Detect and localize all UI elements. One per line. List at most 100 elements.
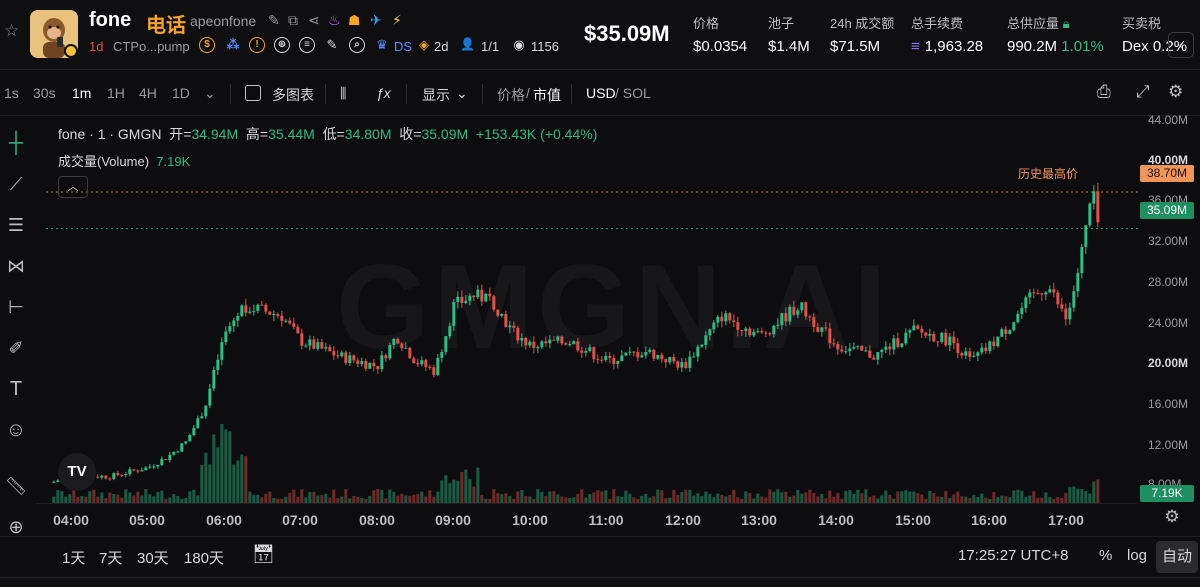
people-icon[interactable]: ☗ bbox=[348, 12, 361, 28]
tradingview-logo[interactable]: TV bbox=[58, 453, 96, 491]
list-icon[interactable]: ≡ bbox=[299, 37, 315, 53]
volume-bar bbox=[564, 497, 568, 503]
candle-body bbox=[268, 311, 272, 315]
auto-scale-toggle[interactable]: 自动 bbox=[1156, 541, 1198, 573]
volume-bar bbox=[672, 489, 676, 503]
volume-bar bbox=[656, 489, 660, 503]
mcap-toggle[interactable]: 市值 bbox=[533, 87, 561, 103]
ruler-icon[interactable]: 📏︎ bbox=[4, 476, 28, 496]
date-range-calendar-icon[interactable]: 📅︎ bbox=[252, 544, 275, 564]
volume-bar bbox=[752, 498, 756, 503]
interval-1d[interactable]: 1D bbox=[172, 85, 190, 101]
dollar-risk-icon[interactable]: $ bbox=[199, 37, 215, 53]
interval-1s[interactable]: 1s bbox=[4, 85, 19, 101]
settings-gear-icon[interactable]: ⚙ bbox=[1168, 82, 1184, 101]
volume-bar bbox=[304, 497, 308, 503]
display-menu[interactable]: 显示 bbox=[422, 87, 450, 103]
twitter-edit-icon[interactable]: ✎ bbox=[326, 37, 338, 52]
brush-icon[interactable]: ✐ bbox=[8, 338, 24, 358]
emoji-icon[interactable]: ☺ bbox=[5, 419, 27, 441]
telegram-icon[interactable]: ✈ bbox=[370, 12, 382, 28]
prediction-icon[interactable]: ⊢ bbox=[8, 297, 24, 317]
volume-bar bbox=[548, 491, 552, 503]
indicators-fx-icon[interactable]: ƒx bbox=[376, 85, 391, 101]
currency-sol[interactable]: / SOL bbox=[615, 85, 651, 101]
interval-4h[interactable]: 4H bbox=[139, 85, 157, 101]
candle-type-icon[interactable]: ⫼ bbox=[340, 85, 347, 101]
time-tick: 09:00 bbox=[435, 512, 471, 528]
copy-icon[interactable]: ⧉ bbox=[288, 12, 298, 28]
candle-body bbox=[1072, 291, 1076, 308]
candle-body bbox=[304, 345, 308, 347]
candle-body bbox=[676, 361, 680, 368]
candle-body bbox=[508, 325, 512, 328]
candle-body bbox=[804, 302, 808, 317]
interval-30s[interactable]: 30s bbox=[33, 85, 56, 101]
edit-icon[interactable]: ✎ bbox=[268, 12, 280, 28]
contract-address[interactable]: CTPo...pump bbox=[113, 39, 190, 54]
currency-usd[interactable]: USD bbox=[586, 85, 616, 101]
price-toggle[interactable]: 价格 bbox=[497, 87, 525, 103]
volume-bar bbox=[728, 494, 732, 503]
lightning-icon[interactable]: ⚡ bbox=[392, 12, 402, 28]
candle-body bbox=[504, 314, 508, 328]
candle-body bbox=[800, 302, 804, 311]
legend-collapse-chevron-icon[interactable]: ︿ bbox=[58, 176, 88, 198]
search-icon[interactable]: ⌕ bbox=[349, 37, 365, 53]
token-handle[interactable]: apeonfone bbox=[190, 13, 257, 29]
volume-bar bbox=[1084, 491, 1088, 503]
range-1d[interactable]: 1天 bbox=[62, 550, 86, 567]
share-icon[interactable]: ⋖ bbox=[308, 12, 320, 28]
candle-body bbox=[1036, 293, 1040, 295]
volume-bar bbox=[668, 497, 672, 503]
volume-bar bbox=[232, 464, 236, 503]
multi-chart-checkbox[interactable] bbox=[245, 85, 261, 101]
interval-1m[interactable]: 1m bbox=[72, 85, 92, 101]
price-axis[interactable]: 44.00M 40.00M 36.00M 32.00M 28.00M 24.00… bbox=[1138, 113, 1200, 503]
range-180d[interactable]: 180天 bbox=[184, 550, 225, 567]
candlestick-canvas[interactable] bbox=[36, 118, 1138, 503]
dev-hat-icon[interactable]: ♛ bbox=[376, 37, 388, 52]
interval-1h[interactable]: 1H bbox=[107, 85, 125, 101]
time-tick: 15:00 bbox=[895, 512, 931, 528]
volume-bar bbox=[240, 454, 244, 503]
range-30d[interactable]: 30天 bbox=[137, 550, 169, 567]
time-tick: 06:00 bbox=[206, 512, 242, 528]
fullscreen-icon[interactable]: ⤢ bbox=[1136, 82, 1150, 101]
volume-bar bbox=[1068, 487, 1072, 503]
flame-icon[interactable]: ♨ bbox=[328, 12, 341, 28]
text-tool-icon[interactable]: T bbox=[9, 378, 23, 400]
display-chevron-icon[interactable]: ⌄ bbox=[456, 85, 468, 101]
binance-icon[interactable]: ◈ bbox=[419, 37, 429, 52]
collapse-chevron-icon[interactable]: ‹ bbox=[1168, 32, 1194, 58]
volume-bar bbox=[452, 479, 456, 503]
time-tick: 12:00 bbox=[665, 512, 701, 528]
crosshair-icon[interactable]: ┼ bbox=[8, 132, 24, 154]
volume-bar bbox=[892, 498, 896, 503]
pattern-icon[interactable]: ⋈ bbox=[7, 256, 25, 276]
time-tick: 05:00 bbox=[129, 512, 165, 528]
fib-lines-icon[interactable]: ☰ bbox=[7, 215, 25, 235]
percent-scale-toggle[interactable]: % bbox=[1099, 547, 1113, 564]
range-7d[interactable]: 7天 bbox=[99, 550, 123, 567]
candle-body bbox=[860, 345, 864, 351]
candle-body bbox=[480, 289, 484, 302]
multi-chart-toggle[interactable]: 多图表 bbox=[272, 87, 314, 103]
interval-dropdown-chevron-icon[interactable]: ⌄ bbox=[204, 85, 216, 101]
dexscreener-link[interactable]: DS bbox=[394, 39, 413, 54]
axis-settings-gear-icon[interactable]: ⚙ bbox=[1164, 507, 1180, 526]
candle-body bbox=[660, 354, 664, 360]
zoom-in-icon[interactable]: ⊕ bbox=[8, 517, 24, 537]
price-chart[interactable]: GMGN.AI bbox=[36, 118, 1138, 503]
favorite-star-icon[interactable]: ☆ bbox=[4, 21, 20, 40]
warning-icon[interactable]: ! bbox=[249, 37, 265, 53]
time-axis[interactable]: 04:00 05:00 06:00 07:00 08:00 09:00 10:0… bbox=[36, 503, 1138, 533]
bundle-icon[interactable]: ⁂ bbox=[226, 37, 240, 52]
candle-body bbox=[444, 336, 448, 352]
log-scale-toggle[interactable]: log bbox=[1127, 547, 1148, 564]
volume-bar bbox=[948, 497, 952, 503]
clock-timezone[interactable]: 17:25:27 UTC+8 bbox=[958, 547, 1069, 564]
screenshot-camera-icon[interactable]: ⎙ bbox=[1097, 82, 1111, 101]
website-globe-icon[interactable]: ⊕ bbox=[274, 37, 290, 53]
trend-line-icon[interactable]: ⟋ bbox=[9, 174, 23, 194]
